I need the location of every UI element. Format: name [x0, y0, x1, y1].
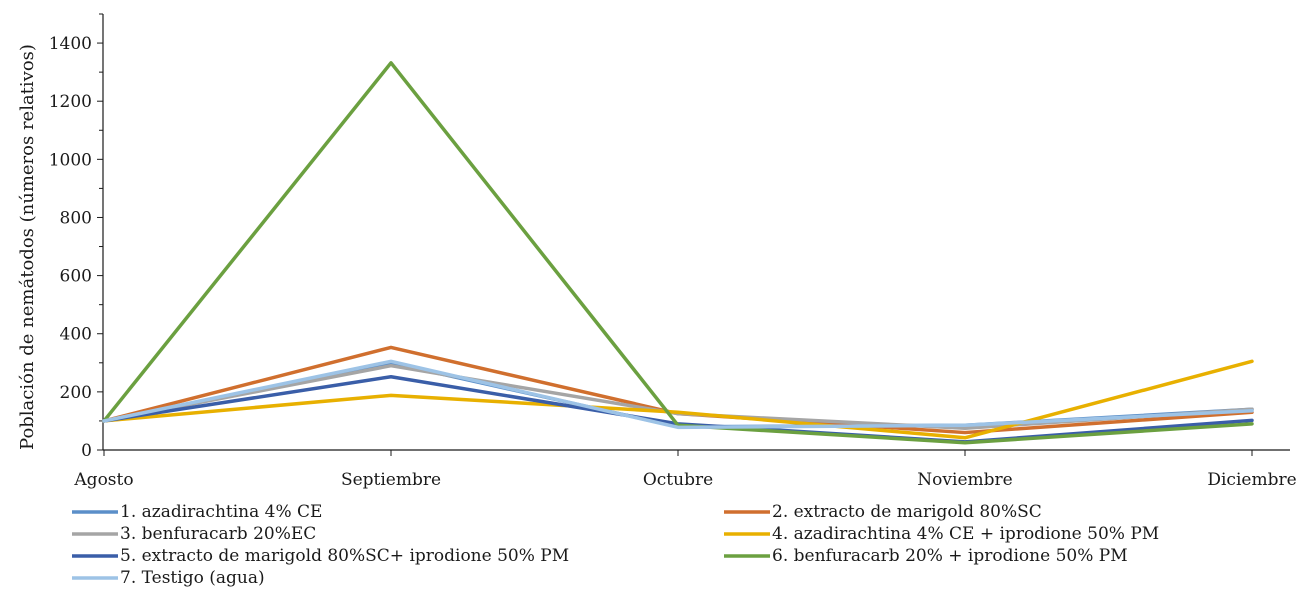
legend-item-1: 1. azadirachtina 4% CE — [72, 502, 322, 522]
series-line-4 — [102, 359, 1254, 440]
axes: 0 200 400 600 800 1000 1200 1400 Agosto Septiemb… — [49, 13, 1297, 490]
legend-label: 6. benfuracarb 20% + iprodione 50% PM — [772, 546, 1128, 566]
y-tick-label: 800 — [60, 208, 92, 228]
x-tick-label: Diciembre — [1207, 470, 1296, 490]
series-line-7 — [102, 359, 1254, 430]
y-ticks: 0 200 400 600 800 1000 1200 1400 — [49, 13, 103, 461]
legend-item-6: 6. benfuracarb 20% + iprodione 50% PM — [724, 546, 1128, 566]
series-line-6 — [102, 61, 1254, 445]
legend-label: 7. Testigo (agua) — [120, 568, 265, 588]
x-tick-label: Septiembre — [341, 470, 441, 490]
y-axis-title: Población de nemátodos (números relativo… — [17, 44, 38, 450]
legend-label: 4. azadirachtina 4% CE + iprodione 50% P… — [772, 524, 1159, 544]
y-tick-label: 1200 — [49, 92, 92, 112]
legend-label: 5. extracto de marigold 80%SC+ iprodione… — [120, 546, 569, 566]
y-tick-label: 600 — [60, 267, 92, 287]
legend-item-5: 5. extracto de marigold 80%SC+ iprodione… — [72, 546, 569, 566]
legend: 1. azadirachtina 4% CE 2. extracto de mar… — [72, 502, 1159, 588]
legend-label: 2. extracto de marigold 80%SC — [772, 502, 1042, 522]
x-ticks: Agosto Septiembre Octubre Noviembre Diciembr… — [73, 450, 1297, 490]
x-tick-label: Octubre — [643, 470, 713, 490]
legend-item-7: 7. Testigo (agua) — [72, 568, 265, 588]
y-tick-label: 0 — [81, 441, 92, 461]
legend-label: 1. azadirachtina 4% CE — [120, 502, 322, 522]
x-tick-label: Noviembre — [917, 470, 1012, 490]
legend-item-3: 3. benfuracarb 20%EC — [72, 524, 316, 544]
y-tick-label: 1000 — [49, 150, 92, 170]
legend-label: 3. benfuracarb 20%EC — [120, 524, 316, 544]
y-tick-label: 400 — [60, 325, 92, 345]
x-tick-label: Agosto — [73, 470, 133, 490]
series-lines — [102, 61, 1254, 445]
legend-item-4: 4. azadirachtina 4% CE + iprodione 50% P… — [724, 524, 1159, 544]
y-tick-label: 200 — [60, 383, 92, 403]
legend-item-2: 2. extracto de marigold 80%SC — [724, 502, 1042, 522]
y-tick-label: 1400 — [49, 34, 92, 54]
